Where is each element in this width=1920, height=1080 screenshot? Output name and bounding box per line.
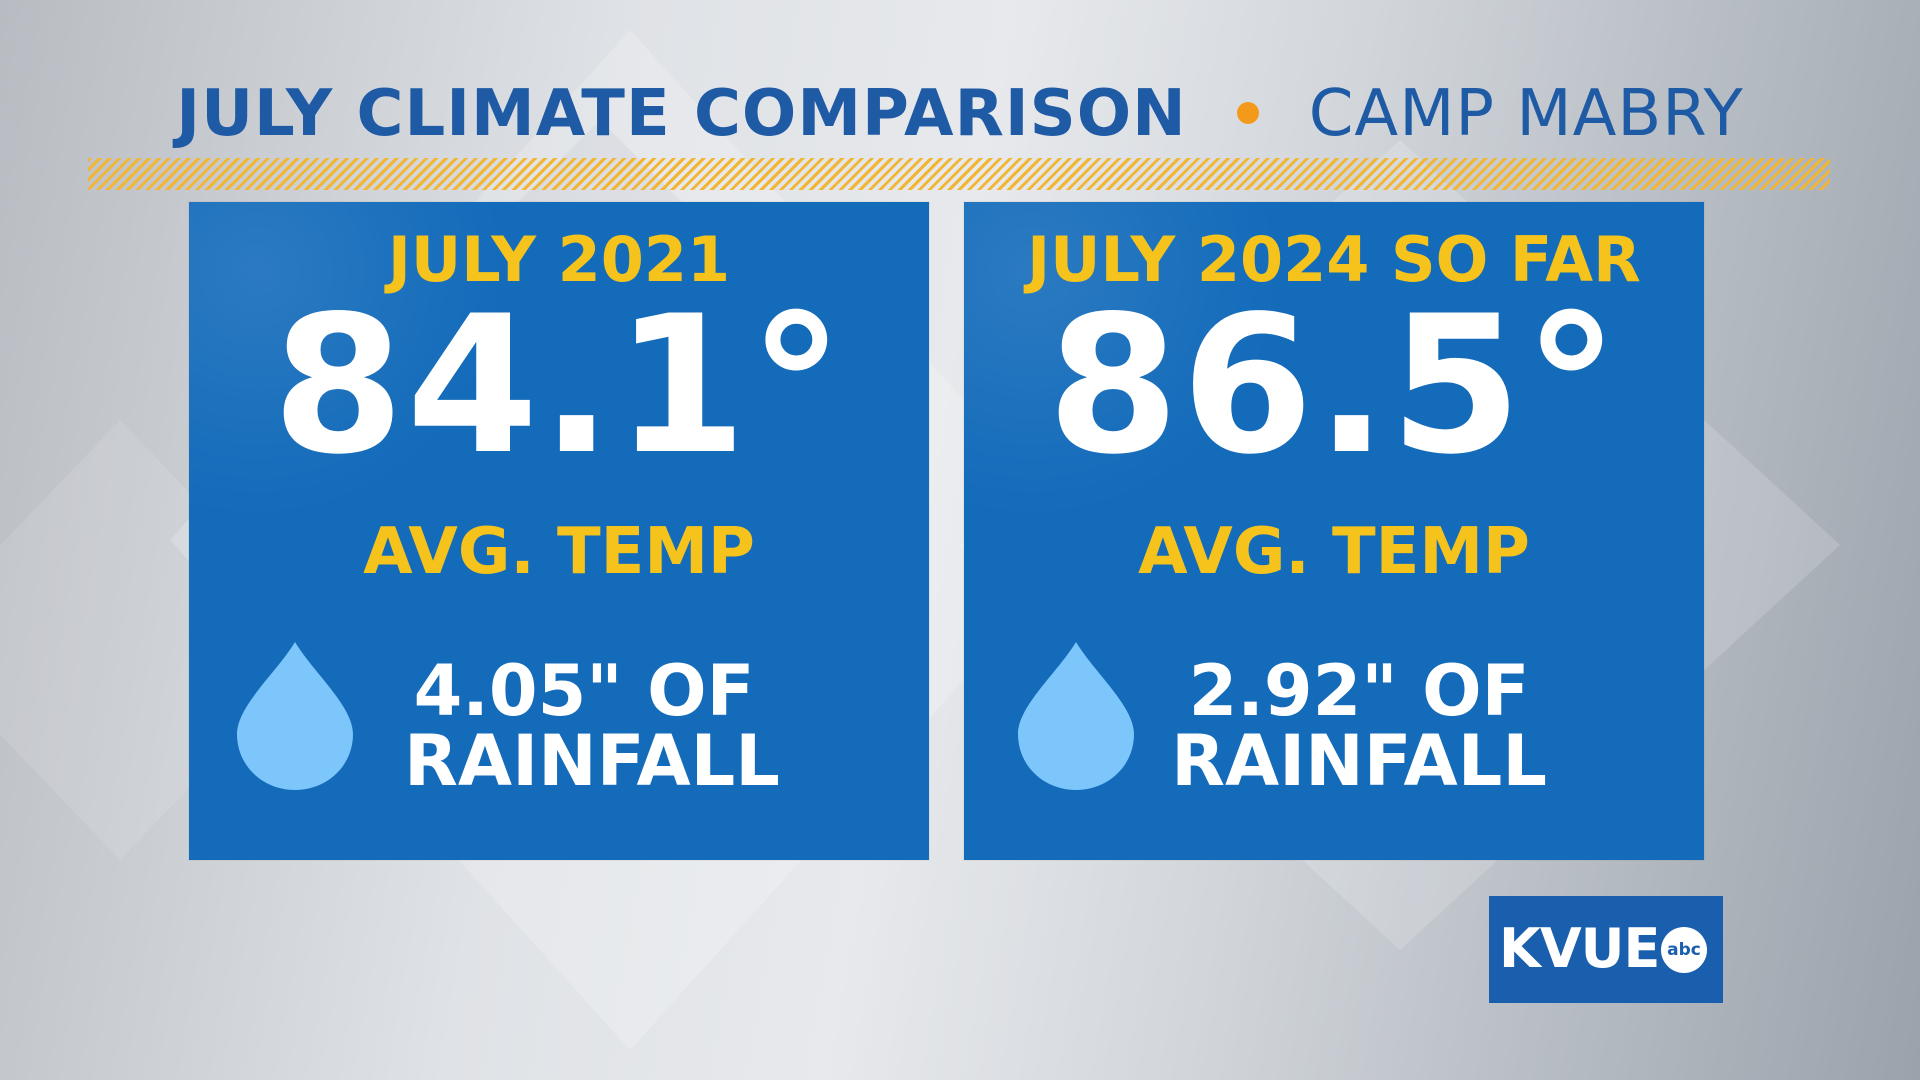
- hatched-divider: [88, 158, 1830, 190]
- header: JULY CLIMATE COMPARISON CAMP MABRY: [0, 78, 1920, 150]
- card-july-2024: JULY 2024 SO FAR 86.5° AVG. TEMP 2.92" O…: [964, 202, 1704, 860]
- raindrop-icon: [1018, 642, 1134, 790]
- rainfall-label: RAINFALL: [404, 720, 780, 802]
- rainfall-amount: 4.05" OF: [413, 650, 755, 732]
- rainfall-amount: 2.92" OF: [1188, 650, 1530, 732]
- average-temperature-label: AVG. TEMP: [363, 515, 755, 589]
- card-july-2021: JULY 2021 84.1° AVG. TEMP 4.05" OF RAINF…: [189, 202, 929, 860]
- average-temperature-value: 84.1°: [272, 275, 846, 496]
- dot-icon: [1236, 102, 1259, 125]
- card-title: JULY 2021: [387, 223, 731, 296]
- logo-text: KVUE: [1499, 917, 1660, 980]
- average-temperature-value: 86.5°: [1047, 275, 1621, 496]
- rainfall-label: RAINFALL: [1171, 720, 1547, 802]
- card-glow: [189, 202, 509, 522]
- card-title: JULY 2024 SO FAR: [1027, 223, 1641, 296]
- abc-badge: abc: [1661, 927, 1707, 973]
- kvue-logo: KVUE abc: [1489, 896, 1723, 1003]
- page-title: JULY CLIMATE COMPARISON: [176, 77, 1187, 151]
- card-glow: [964, 202, 1284, 522]
- raindrop-icon: [237, 642, 353, 790]
- average-temperature-label: AVG. TEMP: [1138, 515, 1530, 589]
- page-subtitle: CAMP MABRY: [1308, 77, 1744, 151]
